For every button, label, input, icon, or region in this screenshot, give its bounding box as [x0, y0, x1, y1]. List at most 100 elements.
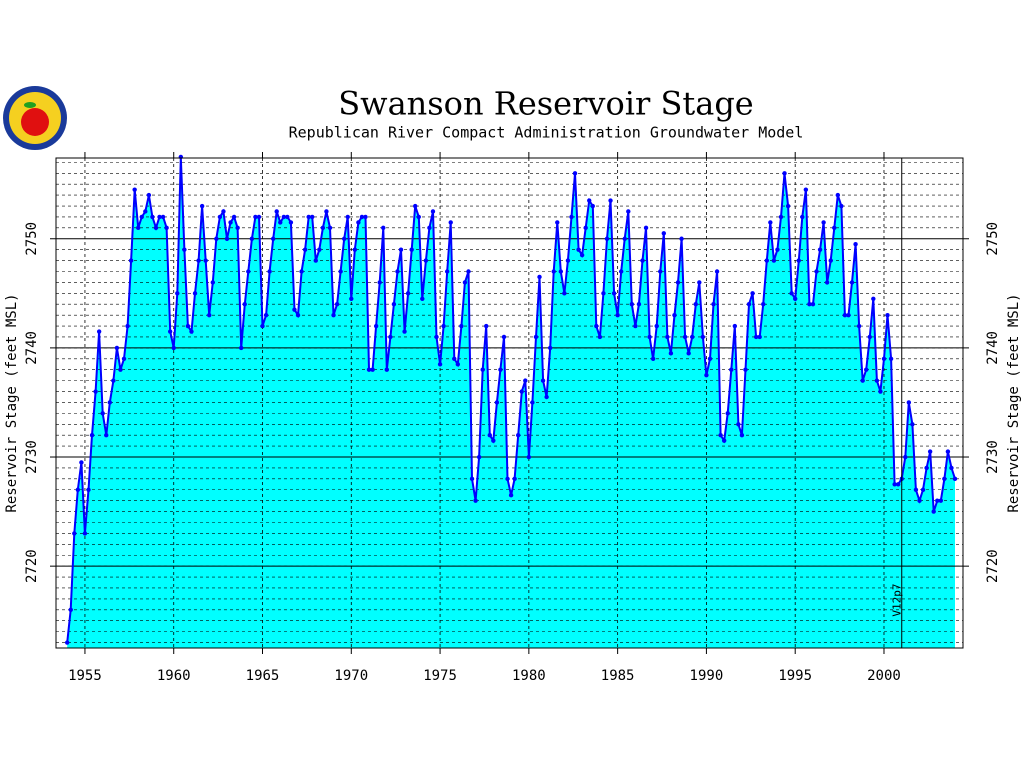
data-point: [647, 334, 652, 340]
data-point: [665, 334, 670, 340]
data-point: [590, 203, 595, 209]
data-point: [615, 312, 620, 318]
data-point: [565, 258, 571, 263]
data-point: [370, 367, 375, 372]
data-point: [452, 356, 457, 362]
data-point: [555, 220, 560, 225]
data-point: [910, 422, 915, 427]
data-point: [611, 291, 617, 296]
data-point: [721, 438, 727, 443]
data-point: [949, 465, 954, 471]
data-point: [72, 531, 77, 536]
data-point: [104, 432, 109, 438]
data-point: [842, 312, 848, 318]
data-point: [288, 220, 294, 225]
y-tick-label: 2730: [24, 440, 40, 474]
data-point: [512, 476, 517, 482]
data-point: [139, 214, 144, 220]
data-point: [221, 209, 226, 214]
chart-title: Swanson Reservoir Stage: [338, 85, 753, 123]
x-tick-label: 1955: [68, 668, 102, 684]
data-point: [814, 269, 819, 274]
data-point: [338, 269, 343, 274]
y2-tick-label: 2740: [985, 331, 1001, 365]
data-point: [405, 291, 411, 296]
data-point: [150, 214, 155, 220]
data-point: [484, 323, 489, 329]
data-point: [846, 312, 851, 318]
data-point: [246, 269, 251, 274]
data-point: [782, 171, 787, 176]
data-point: [757, 334, 762, 340]
data-point: [210, 280, 215, 285]
data-point: [377, 280, 382, 285]
data-point: [359, 214, 365, 220]
data-point: [192, 291, 198, 296]
data-point: [434, 334, 439, 340]
data-point: [888, 356, 894, 362]
data-point: [579, 252, 585, 258]
data-point: [885, 312, 890, 318]
data-point: [523, 378, 528, 383]
data-point: [576, 247, 581, 252]
data-point: [913, 487, 919, 492]
data-point: [597, 334, 603, 340]
data-point: [324, 209, 329, 214]
data-point: [832, 225, 837, 231]
y2-tick-label: 2750: [985, 222, 1001, 256]
data-point: [789, 291, 794, 296]
data-point: [867, 334, 872, 340]
data-point: [917, 498, 922, 503]
data-point: [82, 531, 88, 536]
data-point: [64, 640, 70, 645]
data-point: [207, 312, 212, 318]
data-point: [125, 323, 130, 329]
y2-axis-label: Reservoir Stage (feet MSL): [1006, 293, 1022, 512]
x-tick-label: 1995: [778, 668, 812, 684]
data-point: [878, 389, 883, 394]
data-point: [547, 345, 553, 351]
data-point: [363, 214, 368, 220]
data-point: [132, 187, 137, 192]
data-point: [217, 214, 223, 220]
data-point: [931, 509, 936, 514]
data-point: [462, 280, 468, 285]
data-point: [881, 356, 887, 362]
data-point: [622, 236, 627, 241]
data-point: [736, 422, 741, 427]
data-point: [828, 258, 833, 263]
data-point: [413, 203, 418, 209]
data-point: [381, 225, 386, 231]
data-point: [118, 367, 123, 372]
y-tick-label: 2740: [24, 331, 40, 365]
data-point: [228, 220, 233, 225]
x-tick-label: 1970: [334, 668, 368, 684]
data-point: [636, 302, 642, 307]
data-point: [491, 438, 496, 443]
data-point: [771, 258, 777, 263]
data-point: [800, 214, 805, 220]
data-point: [796, 258, 801, 263]
data-point: [121, 356, 127, 362]
data-point: [526, 454, 532, 460]
data-point: [253, 214, 258, 220]
data-point: [306, 214, 311, 220]
data-point: [167, 329, 173, 334]
data-point: [136, 225, 141, 231]
data-point: [437, 362, 443, 367]
data-point: [299, 269, 304, 274]
data-point: [661, 231, 667, 236]
data-point: [334, 302, 340, 307]
data-point: [849, 280, 855, 285]
data-point: [114, 345, 120, 351]
data-point: [626, 209, 631, 214]
data-point: [778, 214, 784, 220]
data-point: [700, 334, 706, 340]
data-point: [530, 400, 535, 405]
data-point: [441, 323, 446, 329]
x-tick-label: 1975: [423, 668, 457, 684]
data-point: [402, 329, 407, 334]
data-point: [519, 389, 524, 394]
data-point: [341, 236, 347, 241]
